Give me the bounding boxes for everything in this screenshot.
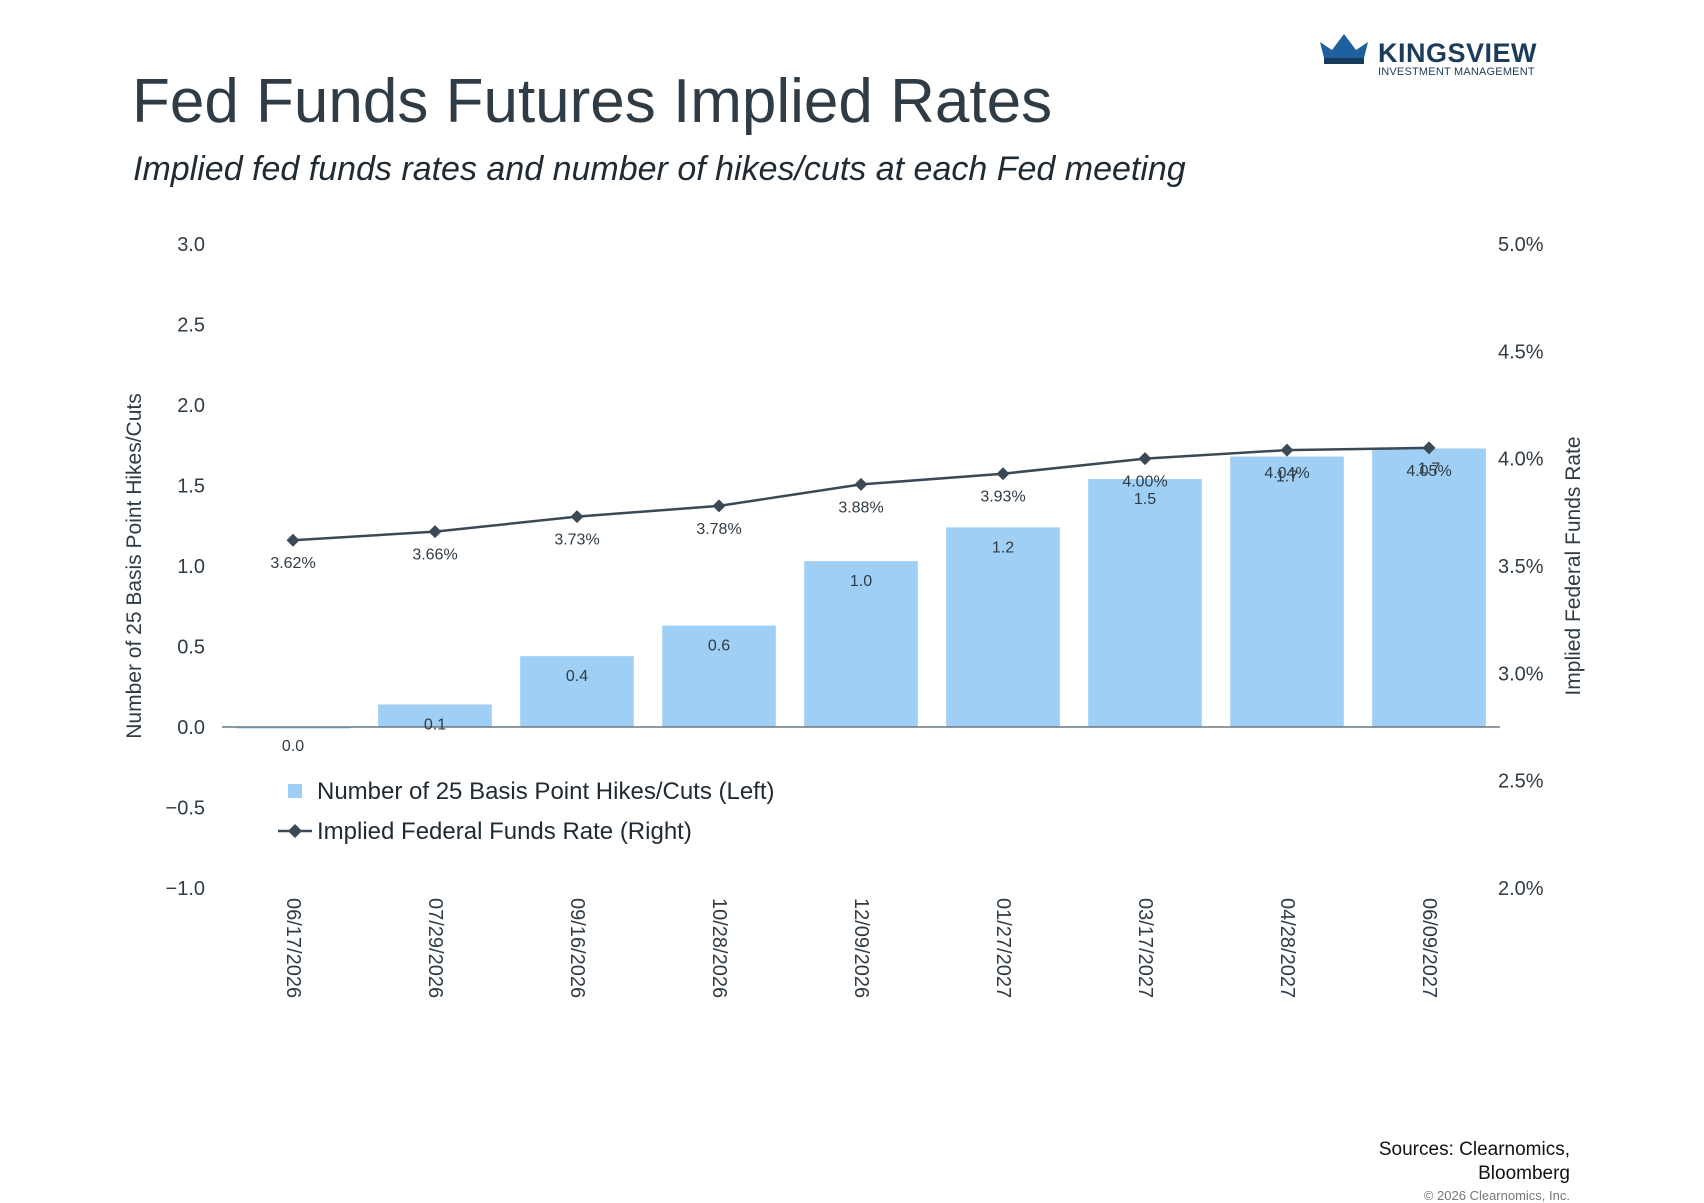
rate-point xyxy=(712,499,726,513)
bar-data-label: 1.2 xyxy=(992,539,1014,556)
rate-data-label: 3.93% xyxy=(980,489,1025,506)
kingsview-logo: KINGSVIEW INVESTMENT MANAGEMENT xyxy=(1318,30,1548,80)
rate-point xyxy=(570,510,584,524)
rate-data-label: 3.66% xyxy=(412,547,457,564)
rate-data-label: 4.05% xyxy=(1406,463,1451,480)
right-axis-tick-label: 4.5% xyxy=(1498,341,1544,363)
x-axis-tick-label: 04/28/2027 xyxy=(1276,898,1298,998)
rate-data-label: 4.00% xyxy=(1122,474,1167,491)
rate-point xyxy=(996,467,1010,481)
left-axis-tick-label: 0.0 xyxy=(177,717,205,739)
bar xyxy=(946,527,1060,727)
chart-subtitle: Implied fed funds rates and number of hi… xyxy=(133,150,1186,188)
rate-data-label: 3.62% xyxy=(270,555,315,572)
bar-data-label: 1.7 xyxy=(1276,469,1298,486)
bar-data-label: 0.4 xyxy=(566,668,588,685)
left-axis-tick-label: 3.0 xyxy=(177,234,205,256)
right-axis-tick-label: 3.0% xyxy=(1498,663,1544,685)
bar-data-label: 0.6 xyxy=(708,638,730,655)
x-axis-tick-label: 10/28/2026 xyxy=(708,898,730,998)
bar-data-label: 0.1 xyxy=(424,716,446,733)
rate-data-label: 3.78% xyxy=(696,521,741,538)
right-axis-tick-label: 2.0% xyxy=(1498,878,1544,900)
rate-data-label: 3.73% xyxy=(554,532,599,549)
x-axis-tick-label: 07/29/2026 xyxy=(424,898,446,998)
bar xyxy=(1372,448,1486,727)
bar xyxy=(1230,456,1344,727)
legend-bar-swatch xyxy=(288,784,302,798)
bar-data-label: 1.5 xyxy=(1134,491,1156,508)
right-axis-tick-label: 5.0% xyxy=(1498,234,1544,256)
left-axis-tick-label: 1.5 xyxy=(177,476,205,498)
crown-icon xyxy=(1320,34,1368,64)
rate-point xyxy=(1422,441,1436,455)
sources-line-1: Sources: Clearnomics, xyxy=(1378,1139,1570,1160)
legend-line-marker xyxy=(288,824,302,838)
x-axis-tick-label: 09/16/2026 xyxy=(566,898,588,998)
bar xyxy=(1088,479,1202,727)
left-axis-tick-label: −0.5 xyxy=(166,798,205,820)
x-axis-tick-label: 12/09/2026 xyxy=(850,898,872,998)
rate-point xyxy=(428,525,442,539)
bar-data-label: 0.0 xyxy=(282,738,304,755)
rate-point xyxy=(286,533,300,547)
x-axis-tick-label: 01/27/2027 xyxy=(992,898,1014,998)
legend-line-label: Implied Federal Funds Rate (Right) xyxy=(317,818,692,845)
left-axis-tick-label: 2.5 xyxy=(177,315,205,337)
bar xyxy=(378,704,492,727)
legend-bar-label: Number of 25 Basis Point Hikes/Cuts (Lef… xyxy=(317,778,775,805)
rate-point xyxy=(1280,443,1294,457)
right-axis-title: Implied Federal Funds Rate xyxy=(1562,436,1585,695)
left-axis-tick-label: 2.0 xyxy=(177,395,205,417)
rate-point xyxy=(854,477,868,491)
bar-data-label: 1.0 xyxy=(850,573,872,590)
bar xyxy=(662,625,776,727)
left-axis-tick-label: 0.5 xyxy=(177,637,205,659)
right-axis-tick-label: 2.5% xyxy=(1498,771,1544,793)
rate-data-label: 3.88% xyxy=(838,499,883,516)
x-axis-tick-label: 06/09/2027 xyxy=(1418,898,1440,998)
logo-tagline: INVESTMENT MANAGEMENT xyxy=(1378,66,1535,78)
left-axis-tick-label: 1.0 xyxy=(177,556,205,578)
right-axis-tick-label: 3.5% xyxy=(1498,556,1544,578)
sources-note: Sources: Clearnomics, Bloomberg xyxy=(1379,1138,1570,1186)
bar xyxy=(804,561,918,727)
bar-data-label: 1.7 xyxy=(1418,460,1440,477)
left-axis-title: Number of 25 Basis Point Hikes/Cuts xyxy=(123,393,146,738)
rate-point xyxy=(1138,452,1152,466)
left-axis-tick-label: −1.0 xyxy=(166,878,205,900)
bar xyxy=(520,656,634,727)
right-axis-tick-label: 4.0% xyxy=(1498,449,1544,471)
chart-title: Fed Funds Futures Implied Rates xyxy=(132,67,1053,136)
x-axis-tick-label: 06/17/2026 xyxy=(282,898,304,998)
sources-line-2: Bloomberg xyxy=(1478,1163,1570,1184)
x-axis-tick-label: 03/17/2027 xyxy=(1134,898,1156,998)
rate-data-label: 4.04% xyxy=(1264,465,1309,482)
logo-name: KINGSVIEW xyxy=(1378,38,1538,68)
copyright-note: © 2026 Clearnomics, Inc. xyxy=(1423,1188,1570,1203)
